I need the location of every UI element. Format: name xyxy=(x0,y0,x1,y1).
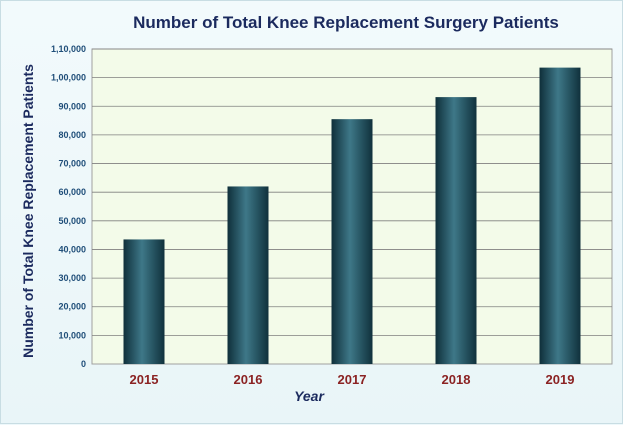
chart-title: Number of Total Knee Replacement Surgery… xyxy=(133,13,559,32)
y-tick-label: 80,000 xyxy=(58,130,86,140)
y-tick-label: 40,000 xyxy=(58,244,86,254)
y-tick-label: 50,000 xyxy=(58,216,86,226)
y-tick-label: 70,000 xyxy=(58,159,86,169)
x-tick-label-2016: 2016 xyxy=(234,372,263,387)
x-tick-label-2015: 2015 xyxy=(130,372,159,387)
grid-lines xyxy=(92,48,612,336)
bar-2016 xyxy=(227,186,269,364)
y-tick-labels: 0 10,000 20,000 30,000 40,000 50,000 60,000 70,… xyxy=(51,44,86,369)
y-tick-label: 0 xyxy=(81,359,86,369)
x-tick-label-2017: 2017 xyxy=(338,372,367,387)
y-axis-label: Number of Total Knee Replacement Patient… xyxy=(20,64,36,358)
bar-2018 xyxy=(435,97,477,364)
y-tick-label: 20,000 xyxy=(58,302,86,312)
bar-2019 xyxy=(539,67,581,364)
y-tick-label: 10,000 xyxy=(58,330,86,340)
bar-2017 xyxy=(331,119,373,364)
x-tick-labels: 2015 2016 2017 2018 2019 xyxy=(130,372,575,387)
bars xyxy=(123,67,581,364)
y-tick-label: 90,000 xyxy=(58,101,86,111)
x-tick-label-2018: 2018 xyxy=(442,372,471,387)
y-tick-label: 1,10,000 xyxy=(51,44,86,54)
y-tick-label: 1,00,000 xyxy=(51,73,86,83)
y-tick-label: 60,000 xyxy=(58,187,86,197)
y-tick-label: 30,000 xyxy=(58,273,86,283)
x-tick-label-2019: 2019 xyxy=(546,372,575,387)
x-axis-label: Year xyxy=(294,388,325,404)
bar-2015 xyxy=(123,239,165,364)
